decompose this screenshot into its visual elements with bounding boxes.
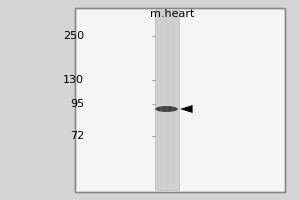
FancyBboxPatch shape bbox=[154, 10, 178, 190]
Text: 130: 130 bbox=[63, 75, 84, 85]
Polygon shape bbox=[180, 105, 193, 113]
Text: 72: 72 bbox=[70, 131, 84, 141]
FancyBboxPatch shape bbox=[75, 8, 285, 192]
Text: 250: 250 bbox=[63, 31, 84, 41]
Ellipse shape bbox=[155, 106, 178, 112]
Text: m.heart: m.heart bbox=[150, 9, 195, 19]
Text: 95: 95 bbox=[70, 99, 84, 109]
